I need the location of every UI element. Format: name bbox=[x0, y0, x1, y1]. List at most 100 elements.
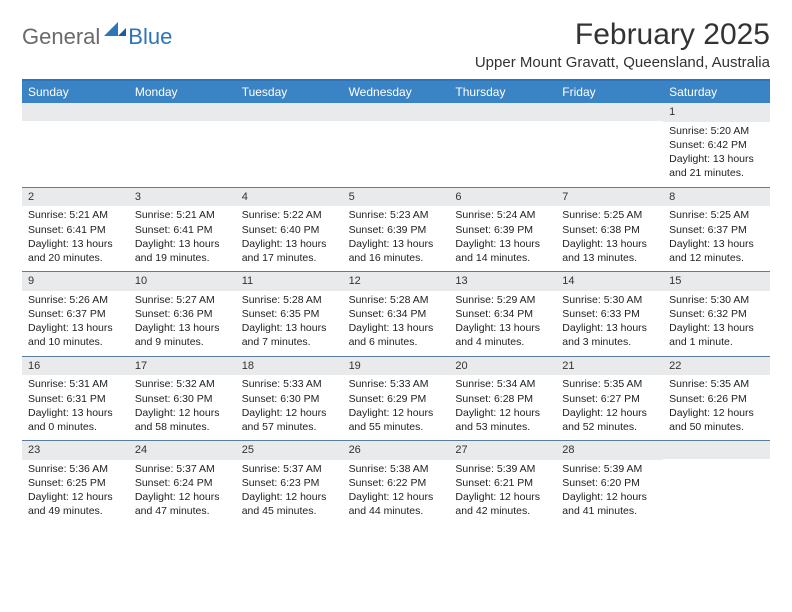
calendar-cell: 24Sunrise: 5:37 AMSunset: 6:24 PMDayligh… bbox=[129, 441, 236, 525]
sunset-label: Sunset: 6:33 PM bbox=[562, 307, 657, 321]
cell-body: Sunrise: 5:29 AMSunset: 6:34 PMDaylight:… bbox=[449, 291, 556, 356]
sunrise-label: Sunrise: 5:23 AM bbox=[349, 208, 444, 222]
calendar-cell bbox=[236, 103, 343, 187]
calendar-cell: 28Sunrise: 5:39 AMSunset: 6:20 PMDayligh… bbox=[556, 441, 663, 525]
calendar-cell: 13Sunrise: 5:29 AMSunset: 6:34 PMDayligh… bbox=[449, 272, 556, 356]
sunset-label: Sunset: 6:39 PM bbox=[455, 223, 550, 237]
day-number: 18 bbox=[236, 357, 343, 376]
daylight-label: Daylight: 12 hours and 50 minutes. bbox=[669, 406, 764, 434]
daylight-label: Daylight: 13 hours and 20 minutes. bbox=[28, 237, 123, 265]
day-number: 19 bbox=[343, 357, 450, 376]
sunrise-label: Sunrise: 5:25 AM bbox=[562, 208, 657, 222]
day-header-sun: Sunday bbox=[22, 81, 129, 103]
sunset-label: Sunset: 6:30 PM bbox=[242, 392, 337, 406]
cell-body: Sunrise: 5:20 AMSunset: 6:42 PMDaylight:… bbox=[663, 122, 770, 187]
cell-body: Sunrise: 5:35 AMSunset: 6:27 PMDaylight:… bbox=[556, 375, 663, 440]
sunset-label: Sunset: 6:25 PM bbox=[28, 476, 123, 490]
cell-body bbox=[22, 121, 129, 129]
sunset-label: Sunset: 6:39 PM bbox=[349, 223, 444, 237]
sunrise-label: Sunrise: 5:20 AM bbox=[669, 124, 764, 138]
day-number: 2 bbox=[22, 188, 129, 207]
sunrise-label: Sunrise: 5:26 AM bbox=[28, 293, 123, 307]
calendar-cell bbox=[343, 103, 450, 187]
sunrise-label: Sunrise: 5:28 AM bbox=[349, 293, 444, 307]
daylight-label: Daylight: 13 hours and 17 minutes. bbox=[242, 237, 337, 265]
sunset-label: Sunset: 6:24 PM bbox=[135, 476, 230, 490]
day-header-tue: Tuesday bbox=[236, 81, 343, 103]
day-number: 28 bbox=[556, 441, 663, 460]
daylight-label: Daylight: 13 hours and 4 minutes. bbox=[455, 321, 550, 349]
logo: General Blue bbox=[22, 24, 172, 50]
cell-body: Sunrise: 5:22 AMSunset: 6:40 PMDaylight:… bbox=[236, 206, 343, 271]
daylight-label: Daylight: 13 hours and 7 minutes. bbox=[242, 321, 337, 349]
daylight-label: Daylight: 12 hours and 57 minutes. bbox=[242, 406, 337, 434]
calendar-cell: 5Sunrise: 5:23 AMSunset: 6:39 PMDaylight… bbox=[343, 188, 450, 272]
cell-body: Sunrise: 5:39 AMSunset: 6:20 PMDaylight:… bbox=[556, 460, 663, 525]
day-number: 21 bbox=[556, 357, 663, 376]
sunrise-label: Sunrise: 5:36 AM bbox=[28, 462, 123, 476]
day-number: 24 bbox=[129, 441, 236, 460]
day-number: 13 bbox=[449, 272, 556, 291]
daylight-label: Daylight: 12 hours and 52 minutes. bbox=[562, 406, 657, 434]
sunrise-label: Sunrise: 5:35 AM bbox=[669, 377, 764, 391]
calendar-cell: 27Sunrise: 5:39 AMSunset: 6:21 PMDayligh… bbox=[449, 441, 556, 525]
calendar-cell: 6Sunrise: 5:24 AMSunset: 6:39 PMDaylight… bbox=[449, 188, 556, 272]
day-number: 3 bbox=[129, 188, 236, 207]
day-number: 23 bbox=[22, 441, 129, 460]
sunset-label: Sunset: 6:38 PM bbox=[562, 223, 657, 237]
calendar: Sunday Monday Tuesday Wednesday Thursday… bbox=[22, 81, 770, 525]
daylight-label: Daylight: 12 hours and 55 minutes. bbox=[349, 406, 444, 434]
daylight-label: Daylight: 12 hours and 53 minutes. bbox=[455, 406, 550, 434]
sunrise-label: Sunrise: 5:30 AM bbox=[669, 293, 764, 307]
day-number: 9 bbox=[22, 272, 129, 291]
cell-body: Sunrise: 5:32 AMSunset: 6:30 PMDaylight:… bbox=[129, 375, 236, 440]
daylight-label: Daylight: 12 hours and 58 minutes. bbox=[135, 406, 230, 434]
sunrise-label: Sunrise: 5:34 AM bbox=[455, 377, 550, 391]
cell-body: Sunrise: 5:27 AMSunset: 6:36 PMDaylight:… bbox=[129, 291, 236, 356]
sunset-label: Sunset: 6:35 PM bbox=[242, 307, 337, 321]
cell-body bbox=[449, 121, 556, 129]
daylight-label: Daylight: 12 hours and 42 minutes. bbox=[455, 490, 550, 518]
daylight-label: Daylight: 13 hours and 21 minutes. bbox=[669, 152, 764, 180]
sunrise-label: Sunrise: 5:37 AM bbox=[242, 462, 337, 476]
day-number: 4 bbox=[236, 188, 343, 207]
sunrise-label: Sunrise: 5:28 AM bbox=[242, 293, 337, 307]
day-number: 5 bbox=[343, 188, 450, 207]
sunset-label: Sunset: 6:31 PM bbox=[28, 392, 123, 406]
sunset-label: Sunset: 6:26 PM bbox=[669, 392, 764, 406]
calendar-cell bbox=[129, 103, 236, 187]
day-header-wed: Wednesday bbox=[343, 81, 450, 103]
day-number: 22 bbox=[663, 357, 770, 376]
calendar-cell: 18Sunrise: 5:33 AMSunset: 6:30 PMDayligh… bbox=[236, 357, 343, 441]
cell-body: Sunrise: 5:31 AMSunset: 6:31 PMDaylight:… bbox=[22, 375, 129, 440]
calendar-week: 16Sunrise: 5:31 AMSunset: 6:31 PMDayligh… bbox=[22, 357, 770, 442]
sunset-label: Sunset: 6:40 PM bbox=[242, 223, 337, 237]
sunset-label: Sunset: 6:28 PM bbox=[455, 392, 550, 406]
cell-body: Sunrise: 5:24 AMSunset: 6:39 PMDaylight:… bbox=[449, 206, 556, 271]
day-number bbox=[556, 103, 663, 121]
daylight-label: Daylight: 13 hours and 14 minutes. bbox=[455, 237, 550, 265]
logo-text-blue: Blue bbox=[128, 24, 172, 50]
cell-body: Sunrise: 5:21 AMSunset: 6:41 PMDaylight:… bbox=[22, 206, 129, 271]
calendar-cell: 7Sunrise: 5:25 AMSunset: 6:38 PMDaylight… bbox=[556, 188, 663, 272]
day-number bbox=[449, 103, 556, 121]
sunrise-label: Sunrise: 5:33 AM bbox=[349, 377, 444, 391]
sunset-label: Sunset: 6:21 PM bbox=[455, 476, 550, 490]
day-header-fri: Friday bbox=[556, 81, 663, 103]
calendar-cell bbox=[556, 103, 663, 187]
cell-body: Sunrise: 5:37 AMSunset: 6:24 PMDaylight:… bbox=[129, 460, 236, 525]
sunset-label: Sunset: 6:41 PM bbox=[28, 223, 123, 237]
cell-body: Sunrise: 5:38 AMSunset: 6:22 PMDaylight:… bbox=[343, 460, 450, 525]
day-number bbox=[22, 103, 129, 121]
day-header-sat: Saturday bbox=[663, 81, 770, 103]
day-number: 6 bbox=[449, 188, 556, 207]
day-number bbox=[236, 103, 343, 121]
calendar-cell: 11Sunrise: 5:28 AMSunset: 6:35 PMDayligh… bbox=[236, 272, 343, 356]
logo-mark-icon bbox=[104, 22, 126, 41]
day-number: 1 bbox=[663, 103, 770, 122]
title-block: February 2025 Upper Mount Gravatt, Queen… bbox=[475, 18, 770, 71]
sunset-label: Sunset: 6:41 PM bbox=[135, 223, 230, 237]
page-title: February 2025 bbox=[475, 18, 770, 52]
calendar-week: 2Sunrise: 5:21 AMSunset: 6:41 PMDaylight… bbox=[22, 188, 770, 273]
day-number: 14 bbox=[556, 272, 663, 291]
